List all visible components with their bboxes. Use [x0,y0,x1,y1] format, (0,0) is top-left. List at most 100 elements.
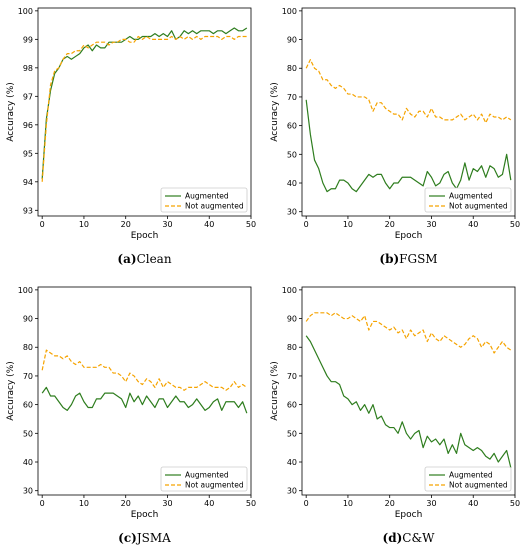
y-tick-label: 96 [23,121,33,130]
y-tick-label: 30 [23,487,33,496]
y-tick-label: 95 [23,149,33,158]
caption-letter: (a) [117,252,136,266]
caption-text: Clean [137,252,172,266]
y-tick-label: 50 [287,429,297,438]
legend-box [160,466,248,492]
caption-letter: (d) [383,531,403,545]
y-tick-label: 70 [287,372,297,381]
y-tick-label: 80 [287,64,297,73]
x-tick-label: 30 [162,499,172,508]
legend-box [424,466,512,492]
y-tick-label: 94 [23,178,33,187]
x-tick-label: 50 [510,499,520,508]
y-tick-label: 100 [18,286,33,295]
y-tick-label: 70 [287,93,297,102]
y-tick-label: 90 [287,36,297,45]
chart-1: 0 10 20 30 40 50 30 40 50 60 70 80 90 100 Epoch Accurac… [270,7,520,266]
x-axis-label: Epoch [395,231,423,241]
panel-caption: (c)JSMA [118,531,171,545]
legend-entry: Augmented [185,192,229,201]
y-tick-label: 80 [287,343,297,352]
y-tick-label: 90 [23,315,33,324]
y-tick-label: 80 [23,343,33,352]
x-tick-label: 30 [426,499,436,508]
plot-frame [37,286,252,496]
x-tick-label: 50 [246,499,256,508]
y-tick-label: 50 [23,429,33,438]
x-axis-label: Epoch [131,231,159,241]
series-line-not-augmented [41,35,247,182]
y-tick-label: 40 [23,458,33,467]
legend-box [424,187,512,213]
x-tick-label: 50 [246,220,256,229]
y-tick-label: 100 [18,7,33,16]
x-tick-label: 0 [304,499,309,508]
y-tick-label: 60 [287,122,297,131]
legend-entry: Not augmented [185,481,244,490]
x-tick-label: 0 [40,499,45,508]
caption-letter: (c) [118,531,137,545]
x-tick-label: 30 [426,220,436,229]
panel-caption: (a)Clean [117,252,171,266]
panel-caption: (b)FGSM [379,252,437,266]
x-tick-label: 40 [468,499,478,508]
x-tick-label: 20 [121,220,131,229]
y-tick-label: 60 [287,401,297,410]
y-axis-label: Accuracy (%) [6,82,16,142]
chart-3: 0 10 20 30 40 50 30 40 50 60 70 80 90 100 Epoch Accurac… [270,286,520,545]
series-line-augmented [305,335,512,468]
y-tick-label: 100 [282,7,297,16]
chart-0: 0 10 20 30 40 50 93 94 95 96 97 98 99 100 Epoch Accurac… [6,7,256,266]
panel-caption: (d)C&W [383,531,436,545]
x-tick-label: 40 [204,499,214,508]
x-tick-label: 10 [343,499,353,508]
y-tick-label: 98 [23,64,33,73]
x-tick-label: 40 [468,220,478,229]
series-line-augmented [305,99,512,193]
y-tick-label: 40 [287,179,297,188]
y-tick-label: 99 [23,35,33,44]
x-tick-label: 0 [304,220,309,229]
x-tick-label: 20 [385,499,395,508]
caption-letter: (b) [379,252,399,266]
legend-box [160,187,248,213]
x-tick-label: 50 [510,220,520,229]
x-axis-label: Epoch [395,510,423,520]
x-tick-label: 0 [40,220,45,229]
x-tick-label: 20 [385,220,395,229]
caption-text: JSMA [135,531,171,545]
y-tick-label: 30 [287,487,297,496]
legend-entry: Not augmented [449,481,508,490]
y-axis-label: Accuracy (%) [6,361,16,421]
series-line-not-augmented [305,312,512,354]
x-tick-label: 10 [343,220,353,229]
x-tick-label: 20 [121,499,131,508]
y-axis-label: Accuracy (%) [270,361,280,421]
y-tick-label: 90 [287,315,297,324]
x-tick-label: 40 [204,220,214,229]
y-tick-label: 60 [23,401,33,410]
caption-text: FGSM [399,252,437,266]
caption-text: C&W [402,531,435,545]
plot-frame [301,7,516,217]
x-tick-label: 10 [79,499,89,508]
legend-entry: Augmented [449,192,493,201]
y-tick-label: 30 [287,208,297,217]
y-tick-label: 40 [287,458,297,467]
y-tick-label: 50 [287,150,297,159]
plot-frame [37,7,252,217]
y-tick-label: 70 [23,372,33,381]
series-line-augmented [41,27,248,180]
x-axis-label: Epoch [131,510,159,520]
series-line-augmented [41,386,248,414]
series-line-not-augmented [305,59,512,124]
x-tick-label: 10 [79,220,89,229]
y-axis-label: Accuracy (%) [270,82,280,142]
legend-entry: Not augmented [185,202,244,211]
legend-entry: Not augmented [449,202,508,211]
y-tick-label: 93 [23,206,33,215]
